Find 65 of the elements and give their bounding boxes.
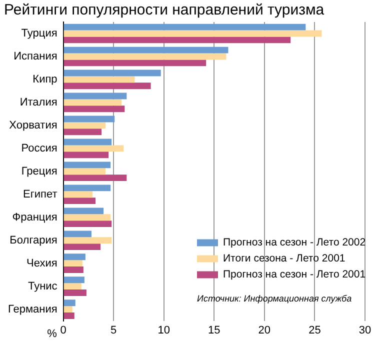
- bar: [64, 266, 84, 273]
- y-tick-label: Кипр: [32, 73, 58, 86]
- bar: [64, 214, 111, 221]
- y-tick-label: Россия: [21, 142, 58, 154]
- y-tick-label: Франция: [12, 211, 58, 224]
- bar: [64, 122, 106, 129]
- x-tick-label: 10: [158, 324, 170, 336]
- x-tick-label: 0: [60, 324, 66, 336]
- bar: [64, 46, 228, 54]
- bar: [64, 283, 82, 290]
- bar: [64, 128, 102, 136]
- bar: [64, 244, 101, 250]
- bar: [64, 30, 322, 37]
- bar: [64, 254, 86, 260]
- x-tick-label: 25: [308, 324, 321, 336]
- x-tick-label: 20: [258, 324, 271, 336]
- bar: [64, 106, 125, 112]
- annotation: Источник: Информационная служба: [197, 293, 352, 304]
- bar: [64, 92, 127, 100]
- legend-label: Итоги сезона - Лето 2001: [223, 252, 346, 265]
- y-tick-label: Египет: [23, 188, 58, 200]
- bar: [64, 174, 127, 182]
- bar: [64, 290, 86, 296]
- bar: [64, 306, 72, 313]
- bar: [64, 168, 106, 175]
- bar: [64, 237, 112, 244]
- y-tick-label: Хорватия: [9, 119, 58, 132]
- chart-title: Рейтинги популярности направлений туризма: [4, 2, 325, 19]
- bar: [64, 300, 76, 306]
- bar: [64, 76, 135, 83]
- x-tick-label: 30: [358, 324, 372, 336]
- y-tick-label: Италия: [20, 96, 58, 108]
- bar: [64, 82, 151, 90]
- bar: [64, 184, 111, 192]
- legend-label: Прогноз на сезон - Лето 2001: [223, 268, 366, 281]
- y-tick-label: Чехия: [26, 257, 58, 270]
- bar: [64, 220, 112, 228]
- bar: [64, 260, 82, 267]
- y-tick-label: Греция: [21, 165, 58, 178]
- bar: [64, 138, 112, 146]
- bar: [64, 70, 161, 76]
- y-tick-label: Турция: [21, 28, 58, 40]
- bar: [64, 276, 84, 284]
- x-axis-title: %: [47, 328, 58, 340]
- x-tick-label: 5: [110, 324, 117, 336]
- bar: [64, 145, 124, 152]
- bar: [64, 152, 109, 158]
- bar: [64, 99, 122, 106]
- bar: [64, 208, 104, 214]
- bar: [64, 36, 291, 44]
- bar: [64, 191, 92, 198]
- bar: [64, 162, 111, 168]
- x-tick-label: 15: [208, 324, 220, 336]
- bar: [64, 60, 206, 66]
- legend-label: Прогноз на сезон - Лето 2002: [223, 236, 366, 249]
- bar: [64, 24, 306, 30]
- bar: [64, 230, 92, 238]
- y-tick-label: Болгария: [10, 234, 58, 246]
- y-tick-label: Испания: [14, 50, 58, 63]
- bar: [64, 53, 226, 60]
- y-tick-label: Германия: [8, 303, 58, 316]
- bar: [64, 312, 74, 319]
- bar: [64, 116, 115, 122]
- bar: [64, 198, 96, 204]
- y-tick-label: Тунис: [28, 280, 58, 292]
